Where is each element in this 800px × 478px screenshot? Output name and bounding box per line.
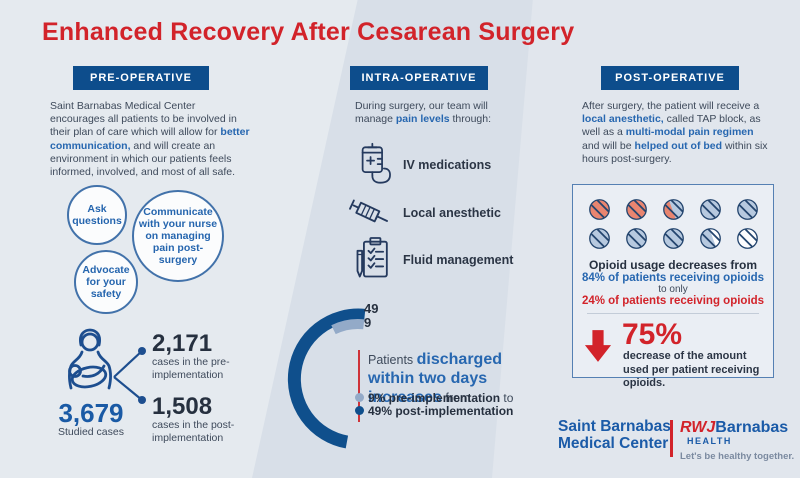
intra-operative-intro: During surgery, our team will manage pai… <box>355 100 492 126</box>
down-arrow-icon <box>584 330 612 362</box>
brand-barnabas: Barnabas <box>715 419 789 436</box>
circle-communicate-nurse: Communicate with your nurse on managing … <box>132 190 224 282</box>
hospital-logo: Saint Barnabas Medical Center <box>558 418 671 452</box>
pill-icon <box>736 199 758 220</box>
donut-arc-49 <box>287 308 366 449</box>
opioid-line3: to only <box>658 284 688 295</box>
pre-operative-header: PRE-OPERATIVE <box>73 66 209 90</box>
donut-label-9: 9 <box>364 315 372 330</box>
syringe-icon <box>349 199 388 223</box>
iv-bag-icon <box>361 142 391 184</box>
brand-health: HEALTH <box>687 436 732 446</box>
pct-decrease-value: 75% <box>622 318 683 351</box>
pct-decrease-note: decrease of the amount used per patient … <box>623 350 760 389</box>
clipboard-icon <box>356 237 388 278</box>
post-operative-paragraph: After surgery, the patient will receive … <box>582 100 768 165</box>
pill-grid <box>573 185 773 250</box>
hospital-name-line2: Medical Center <box>558 434 669 452</box>
studied-cases-value: 3,679 <box>58 398 124 428</box>
intra-operative-header-label: INTRA-OPERATIVE <box>361 72 477 84</box>
legend-pre: 9% pre-implementation to <box>368 391 514 405</box>
iv-medications-label: IV medications <box>403 158 492 172</box>
hospital-name-line1: Saint Barnabas <box>558 418 671 435</box>
donut-arc-9 <box>331 318 365 335</box>
box-divider <box>587 313 759 314</box>
discharge-text: Patients discharged within two days incr… <box>368 351 502 406</box>
pre-operative-paragraph: Saint Barnabas Medical Center encourages… <box>50 100 250 179</box>
discharge-donut-chart <box>287 308 366 449</box>
pre-implementation-label: cases in the pre-implementation <box>152 356 230 381</box>
rwjbarnabas-logo: RWJBarnabas <box>680 420 788 436</box>
studied-cases-label: Studied cases <box>58 426 124 438</box>
opioid-line2: 84% of patients receiving opioids <box>581 272 765 284</box>
circle-ask-questions: Ask questions <box>67 185 127 245</box>
local-anesthetic-label: Local anesthetic <box>403 206 501 220</box>
circle-advocate-safety: Advocate for your safety <box>74 250 138 314</box>
logo-divider <box>670 420 673 457</box>
circle-label: Ask questions <box>72 203 122 227</box>
post-operative-header-label: POST-OPERATIVE <box>615 72 725 84</box>
post-implementation-label: cases in the post-implementation <box>152 419 235 444</box>
opioid-line4: 24% of patients receiving opioids <box>581 295 765 307</box>
circle-label: Communicate with your nurse on managing … <box>138 206 218 266</box>
intra-operative-header: INTRA-OPERATIVE <box>350 66 488 90</box>
pill-icon <box>662 228 684 249</box>
brand-rwj: RWJ <box>680 419 716 436</box>
pill-icon <box>625 199 647 220</box>
post-implementation-value: 1,508 <box>152 393 213 420</box>
mother-baby-icon <box>68 328 112 390</box>
pill-icon <box>625 228 647 249</box>
circle-label: Advocate for your safety <box>82 264 130 300</box>
stat-connector-lines <box>113 347 146 404</box>
pill-icon <box>698 227 721 250</box>
legend-dot-pre <box>354 393 364 402</box>
pre-operative-header-label: PRE-OPERATIVE <box>89 72 193 84</box>
page-title: Enhanced Recovery After Cesarean Surgery <box>42 18 575 46</box>
brand-tagline: Let's be healthy together. <box>680 451 795 462</box>
pill-icon <box>699 199 721 220</box>
pill-icon <box>588 199 610 220</box>
red-rule <box>358 350 360 422</box>
pill-icon <box>661 198 684 221</box>
opioid-stats-box: Opioid usage decreases from 84% of patie… <box>572 184 774 378</box>
fluid-management-label: Fluid management <box>403 253 514 267</box>
post-operative-header: POST-OPERATIVE <box>601 66 739 90</box>
legend-post: 49% post-implementation <box>368 404 514 418</box>
donut-label-49: 49 <box>364 301 379 316</box>
pre-implementation-value: 2,171 <box>152 330 213 357</box>
opioid-line1: Opioid usage decreases from <box>588 258 758 272</box>
legend-dot-post <box>354 406 364 415</box>
pill-icon <box>588 228 610 249</box>
pill-icon <box>736 228 758 249</box>
